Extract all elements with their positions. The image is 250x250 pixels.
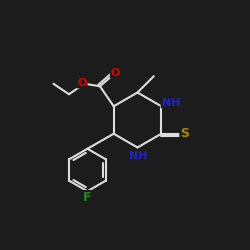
Text: NH: NH bbox=[162, 98, 180, 108]
Text: S: S bbox=[180, 127, 189, 140]
Text: O: O bbox=[111, 68, 120, 78]
Text: NH: NH bbox=[130, 151, 148, 161]
Text: F: F bbox=[83, 191, 92, 204]
Text: O: O bbox=[77, 78, 86, 88]
